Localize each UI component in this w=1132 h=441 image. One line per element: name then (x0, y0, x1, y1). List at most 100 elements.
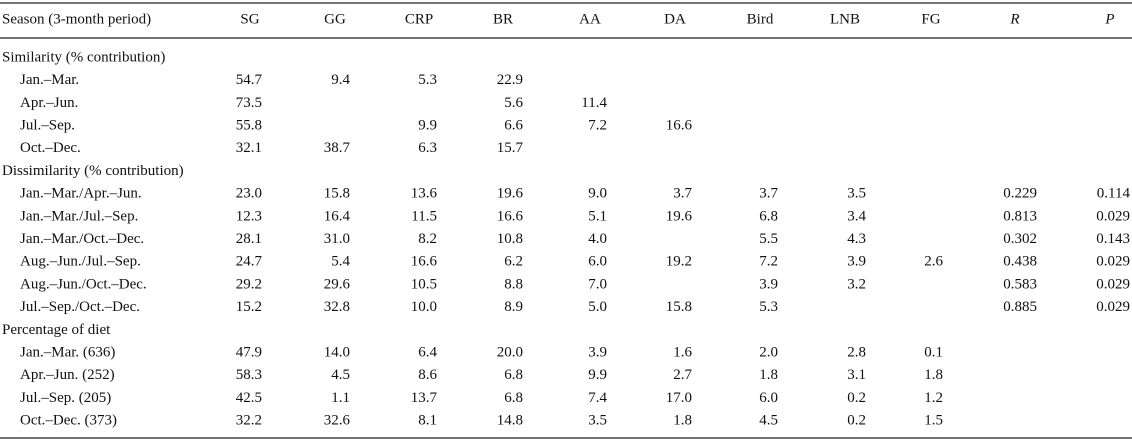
row-label: Jan.–Mar./Oct.–Dec. (20, 231, 144, 247)
cell: 0.029 (1096, 254, 1130, 270)
cell: 7.4 (588, 390, 607, 406)
cell: 5.3 (759, 299, 778, 315)
row-label: Jul.–Sep./Oct.–Dec. (20, 299, 140, 315)
cell: 0.2 (847, 413, 866, 429)
row-label: Aug.–Jun./Oct.–Dec. (20, 276, 147, 292)
cell: 16.4 (324, 208, 351, 224)
cell: 0.438 (1003, 254, 1037, 270)
cell: 3.5 (847, 186, 866, 202)
cell: 0.029 (1096, 208, 1130, 224)
row-label: Apr.–Jun. (252) (20, 367, 115, 383)
cell: 10.5 (411, 276, 437, 292)
row-label: Jul.–Sep. (20, 118, 75, 134)
cell: 1.2 (924, 390, 943, 406)
cell: 32.8 (324, 299, 350, 315)
cell: 17.0 (666, 390, 692, 406)
cell: 5.0 (588, 299, 607, 315)
cell: 6.8 (759, 208, 778, 224)
cell: 58.3 (236, 367, 262, 383)
column-header: AA (579, 11, 601, 27)
cell: 5.3 (418, 72, 437, 88)
row-label: Apr.–Jun. (20, 95, 78, 111)
column-header: LNB (830, 11, 860, 27)
cell: 5.1 (588, 208, 607, 224)
cell: 4.3 (847, 231, 866, 247)
cell: 6.3 (418, 140, 437, 156)
cell: 1.8 (759, 367, 778, 383)
cell: 9.4 (331, 72, 350, 88)
cell: 3.9 (759, 276, 778, 292)
cell: 0.885 (1003, 299, 1037, 315)
cell: 15.8 (324, 186, 350, 202)
column-header: P (1104, 11, 1114, 27)
cell: 3.9 (588, 345, 607, 361)
row-label: Aug.–Jun./Jul.–Sep. (20, 254, 141, 270)
cell: 3.1 (847, 367, 866, 383)
cell: 28.1 (236, 231, 262, 247)
column-header: FG (921, 11, 940, 27)
cell: 16.6 (411, 254, 438, 270)
cell: 0.114 (1097, 186, 1131, 202)
cell: 6.8 (504, 390, 523, 406)
cell: 3.9 (847, 254, 866, 270)
cell: 2.0 (759, 345, 778, 361)
cell: 4.0 (588, 231, 607, 247)
cell: 2.8 (847, 345, 866, 361)
cell: 1.8 (924, 367, 943, 383)
cell: 2.7 (673, 367, 692, 383)
section-title: Similarity (% contribution) (2, 49, 165, 65)
row-label: Jan.–Mar./Apr.–Jun. (20, 186, 142, 202)
cell: 14.0 (324, 345, 350, 361)
cell: 5.5 (759, 231, 778, 247)
row-label: Jan.–Mar. (20, 72, 79, 88)
cell: 0.302 (1003, 231, 1037, 247)
cell: 2.6 (924, 254, 943, 270)
row-label: Jan.–Mar. (636) (20, 345, 115, 361)
cell: 0.229 (1003, 186, 1037, 202)
cell: 10.0 (411, 299, 437, 315)
column-header: SG (240, 11, 259, 27)
cell: 32.1 (236, 140, 262, 156)
cell: 6.4 (418, 345, 437, 361)
cell: 73.5 (236, 95, 262, 111)
cell: 19.6 (666, 208, 693, 224)
cell: 19.6 (497, 186, 524, 202)
cell: 8.9 (504, 299, 523, 315)
cell: 6.0 (759, 390, 778, 406)
cell: 11.5 (411, 208, 437, 224)
cell: 6.8 (504, 367, 523, 383)
cell: 8.8 (504, 276, 523, 292)
cell: 16.6 (666, 118, 693, 134)
cell: 3.7 (759, 186, 778, 202)
row-label: Jul.–Sep. (205) (20, 390, 111, 406)
column-header: Bird (747, 11, 774, 27)
cell: 19.2 (666, 254, 692, 270)
cell: 7.2 (759, 254, 778, 270)
cell: 5.6 (504, 95, 523, 111)
cell: 8.1 (418, 413, 437, 429)
cell: 38.7 (324, 140, 351, 156)
column-header: R (1009, 11, 1019, 27)
cell: 11.4 (581, 95, 607, 111)
column-header: Season (3-month period) (2, 11, 151, 27)
cell: 0.1 (924, 345, 943, 361)
column-header: DA (664, 11, 686, 27)
cell: 4.5 (759, 413, 778, 429)
cell: 0.583 (1003, 276, 1037, 292)
column-header: GG (324, 11, 346, 27)
cell: 32.2 (236, 413, 262, 429)
cell: 8.2 (418, 231, 437, 247)
cell: 3.5 (588, 413, 607, 429)
cell: 6.0 (588, 254, 607, 270)
cell: 3.4 (847, 208, 866, 224)
cell: 32.6 (324, 413, 351, 429)
cell: 12.3 (236, 208, 262, 224)
cell: 31.0 (324, 231, 350, 247)
cell: 6.2 (504, 254, 523, 270)
cell: 0.2 (847, 390, 866, 406)
cell: 5.4 (331, 254, 350, 270)
cell: 0.029 (1096, 299, 1130, 315)
cell: 15.8 (666, 299, 692, 315)
cell: 0.143 (1096, 231, 1130, 247)
